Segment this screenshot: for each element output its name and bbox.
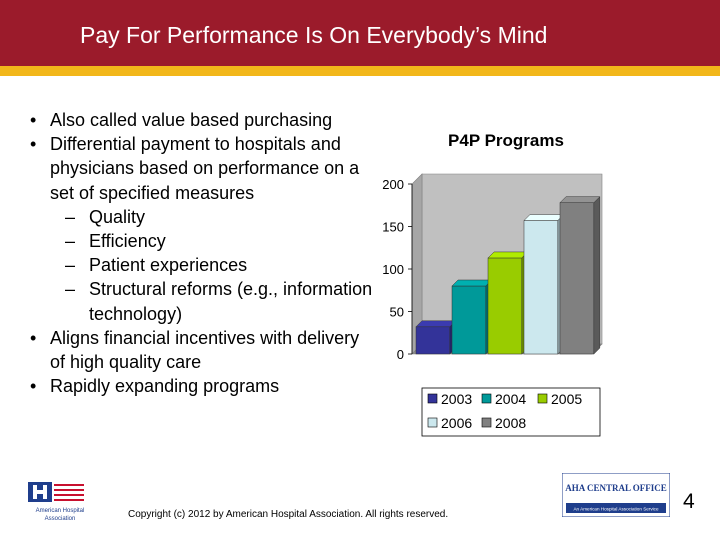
aha-central-office-logo: AHA CENTRAL OFFICE An American Hospital … (562, 473, 670, 517)
bar-side-2008 (593, 196, 601, 355)
logo-stripe (54, 494, 84, 496)
legend-label-2006: 2006 (441, 415, 472, 431)
bullet-item: Aligns financial incentives with deliver… (30, 326, 375, 374)
legend-label-2005: 2005 (551, 391, 582, 407)
y-tick-label: 50 (390, 305, 404, 320)
legend-box (421, 387, 601, 437)
bar-top-2006 (523, 214, 565, 221)
legend-swatch-2004 (481, 393, 492, 404)
bar-2003 (415, 326, 451, 355)
bullet-item: Also called value based purchasing (30, 108, 375, 132)
bullet-item: Rapidly expanding programs (30, 374, 375, 398)
logo-tagline: An American Hospital Association Service (573, 507, 658, 512)
chart-svg: P4P Programs 0 50 100 150 200 2003 2004 2005 2006… (382, 131, 603, 437)
aha-logo: American Hospital Association (28, 482, 85, 522)
bar-top-2003 (415, 320, 457, 328)
sub-bullet-text: Efficiency (89, 231, 166, 252)
title-bar (0, 0, 720, 66)
logo-text: American Hospital (36, 508, 85, 514)
bar-2006 (523, 220, 559, 355)
sub-bullet-text: Patient experiences (89, 255, 248, 276)
sub-bullet-text: Quality (89, 206, 146, 227)
legend-swatch-2008 (481, 417, 492, 428)
bar-2005 (487, 257, 523, 355)
legend-swatch-2003 (427, 393, 438, 404)
bar-top-2008 (559, 196, 601, 203)
bullet-item: Differential payment to hospitals and ph… (30, 132, 375, 205)
bullet-text: Differential payment to hospitals and ph… (50, 134, 360, 203)
sub-bullet-item: Efficiency (30, 229, 375, 253)
logo-stripe (54, 489, 84, 491)
slide-title: Pay For Performance Is On Everybody’s Mi… (80, 22, 548, 48)
logo-title: AHA CENTRAL OFFICE (565, 483, 667, 493)
logo-text: Association (45, 516, 76, 522)
p4p-chart: P4P Programs 0 50 100 150 200 2003 2004 2005 2006… (360, 120, 610, 450)
sub-bullet-item: Quality (30, 205, 375, 229)
sub-bullet-text: Structural reforms (e.g., information te… (89, 279, 373, 324)
logo-h-bar (33, 490, 47, 494)
y-tick-label: 200 (382, 177, 404, 192)
copyright-footer: Copyright (c) 2012 by American Hospital … (128, 509, 449, 520)
legend-swatch-2006 (427, 417, 438, 428)
bar-top-2005 (487, 251, 529, 259)
legend-label-2008: 2008 (495, 415, 526, 431)
bullet-text: Also called value based purchasing (50, 110, 333, 130)
y-tick-label: 150 (382, 220, 404, 235)
chart-title: P4P Programs (448, 131, 564, 150)
logo-stripe (54, 499, 84, 501)
bar-2008 (559, 202, 595, 355)
y-tick-label: 100 (382, 262, 404, 277)
legend-label-2003: 2003 (441, 391, 472, 407)
sub-bullet-item: Structural reforms (e.g., information te… (30, 277, 375, 325)
y-tick-label: 0 (397, 347, 404, 362)
logo-stripe (54, 484, 84, 486)
sub-bullet-item: Patient experiences (30, 253, 375, 277)
bullet-list: Also called value based purchasing Diffe… (30, 108, 375, 399)
bar-top-2004 (451, 279, 493, 287)
logo-band (566, 503, 666, 513)
page-number: 4 (683, 490, 695, 513)
title-stripe (0, 66, 720, 76)
bullet-text: Rapidly expanding programs (50, 376, 280, 397)
legend-label-2004: 2004 (495, 391, 526, 407)
legend-swatch-2005 (537, 393, 548, 404)
bar-2004 (451, 285, 487, 355)
bullet-text: Aligns financial incentives with deliver… (50, 327, 360, 373)
